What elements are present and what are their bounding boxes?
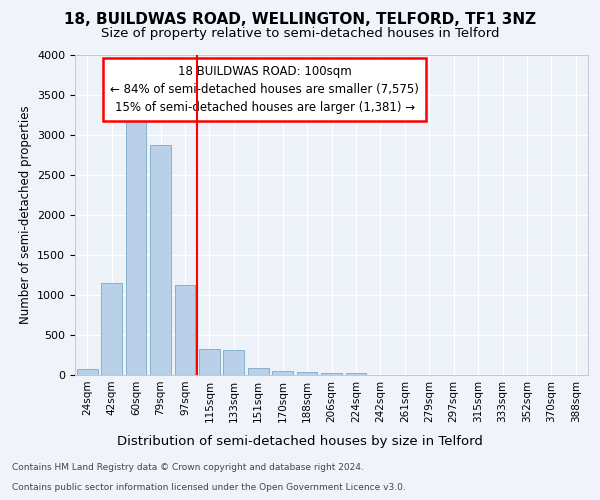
Text: Distribution of semi-detached houses by size in Telford: Distribution of semi-detached houses by … (117, 435, 483, 448)
Bar (321, 372, 342, 375)
Bar (125, 111, 146, 375)
Text: Contains HM Land Registry data © Crown copyright and database right 2024.: Contains HM Land Registry data © Crown c… (12, 464, 364, 472)
Text: Size of property relative to semi-detached houses in Telford: Size of property relative to semi-detach… (101, 28, 499, 40)
Bar (199, 349, 220, 375)
Bar (101, 283, 122, 375)
Y-axis label: Number of semi-detached properties: Number of semi-detached properties (19, 106, 32, 324)
Bar (248, 368, 269, 375)
Bar (77, 368, 98, 375)
Bar (346, 373, 367, 375)
Bar (223, 350, 244, 375)
Text: 18, BUILDWAS ROAD, WELLINGTON, TELFORD, TF1 3NZ: 18, BUILDWAS ROAD, WELLINGTON, TELFORD, … (64, 12, 536, 28)
Bar (150, 146, 171, 375)
Bar (175, 286, 196, 375)
Text: Contains public sector information licensed under the Open Government Licence v3: Contains public sector information licen… (12, 484, 406, 492)
Bar (296, 372, 317, 375)
Text: 18 BUILDWAS ROAD: 100sqm
← 84% of semi-detached houses are smaller (7,575)
15% o: 18 BUILDWAS ROAD: 100sqm ← 84% of semi-d… (110, 64, 419, 114)
Bar (272, 371, 293, 375)
